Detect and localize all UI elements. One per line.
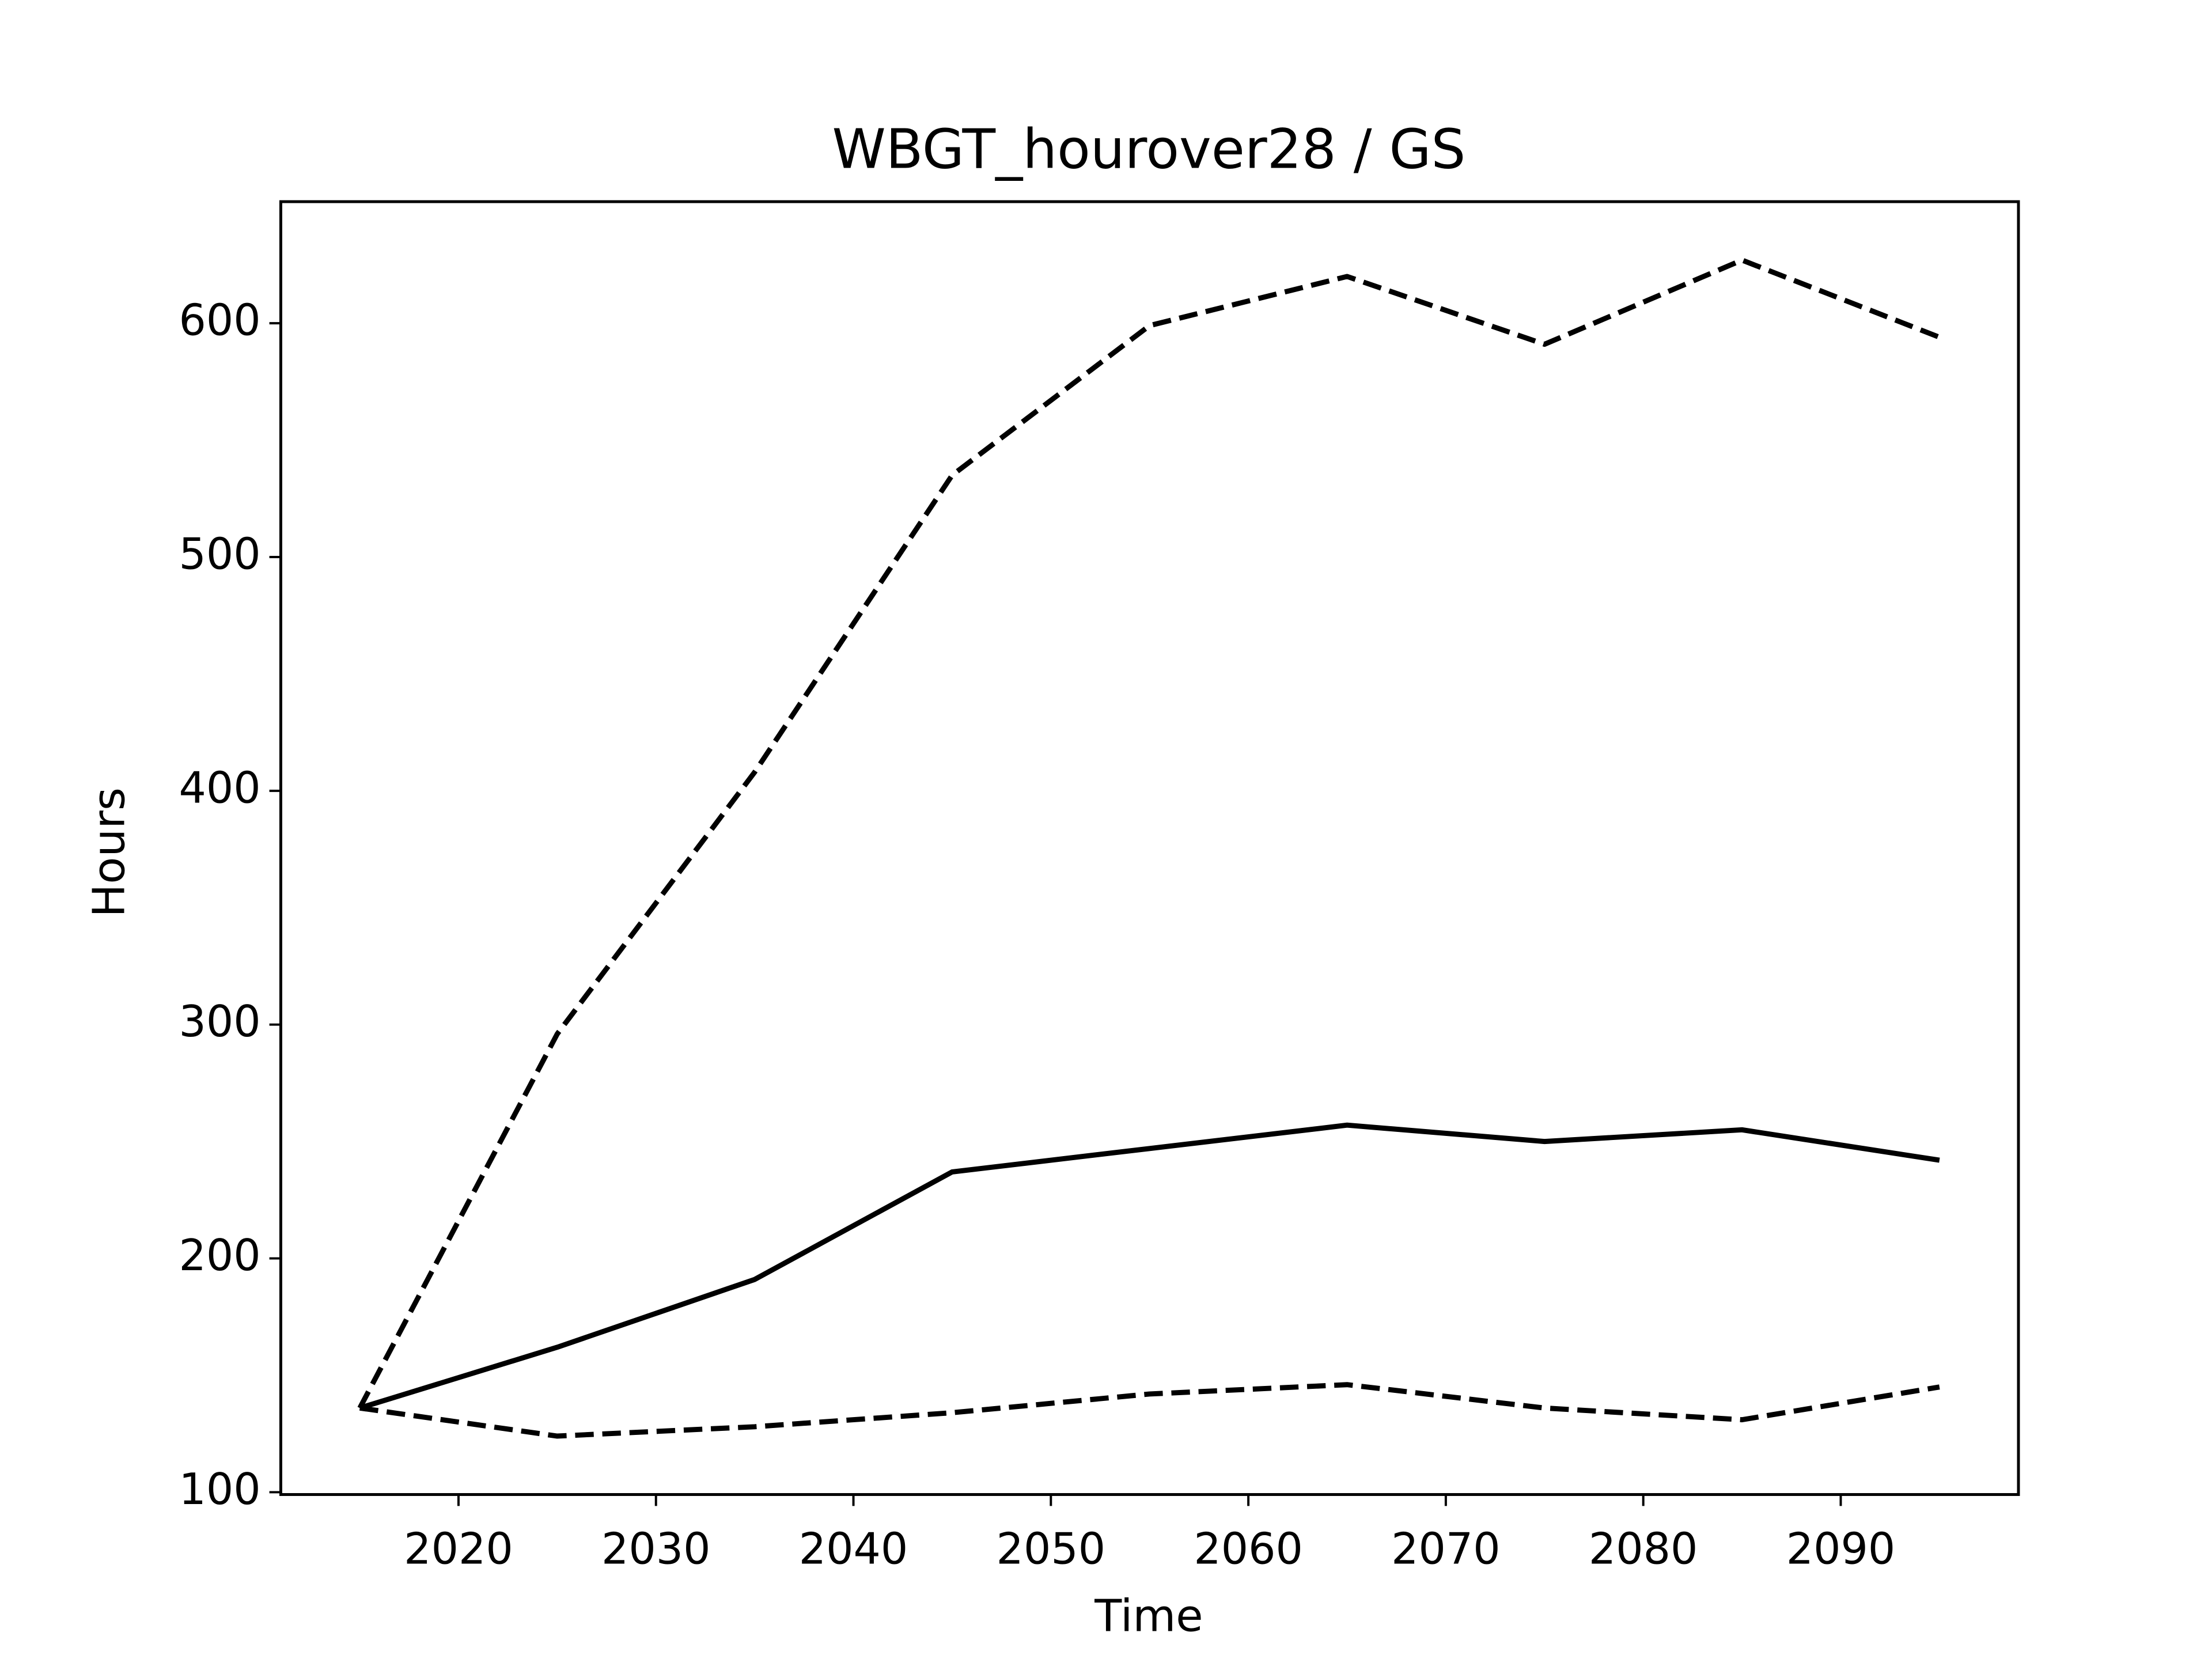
x-tick-label: 2020: [404, 1524, 513, 1574]
x-tick-label: 2080: [1589, 1524, 1698, 1574]
y-tick-label: 200: [179, 1230, 261, 1281]
plot-frame: [279, 200, 2020, 1496]
y-tick-label: 400: [179, 763, 261, 813]
y-tick-label: 300: [179, 997, 261, 1047]
x-tick-label: 2070: [1391, 1524, 1501, 1574]
x-tick-label: 2060: [1194, 1524, 1303, 1574]
x-tick-label: 2050: [997, 1524, 1106, 1574]
line-series: [359, 1382, 1940, 1439]
y-tick-label: 600: [179, 296, 261, 346]
line-series: [359, 1122, 1940, 1411]
y-tick-label: 500: [179, 529, 261, 579]
x-tick-label: 2030: [601, 1524, 711, 1574]
chart-title: WBGT_hourover28 / GS: [832, 118, 1466, 181]
y-tick-label: 100: [179, 1464, 261, 1514]
x-tick-label: 2040: [799, 1524, 908, 1574]
x-axis-label: Time: [1094, 1590, 1203, 1642]
line-series: [357, 257, 1941, 1410]
y-axis-label: Hours: [84, 787, 135, 917]
x-tick-label: 2090: [1786, 1524, 1896, 1574]
